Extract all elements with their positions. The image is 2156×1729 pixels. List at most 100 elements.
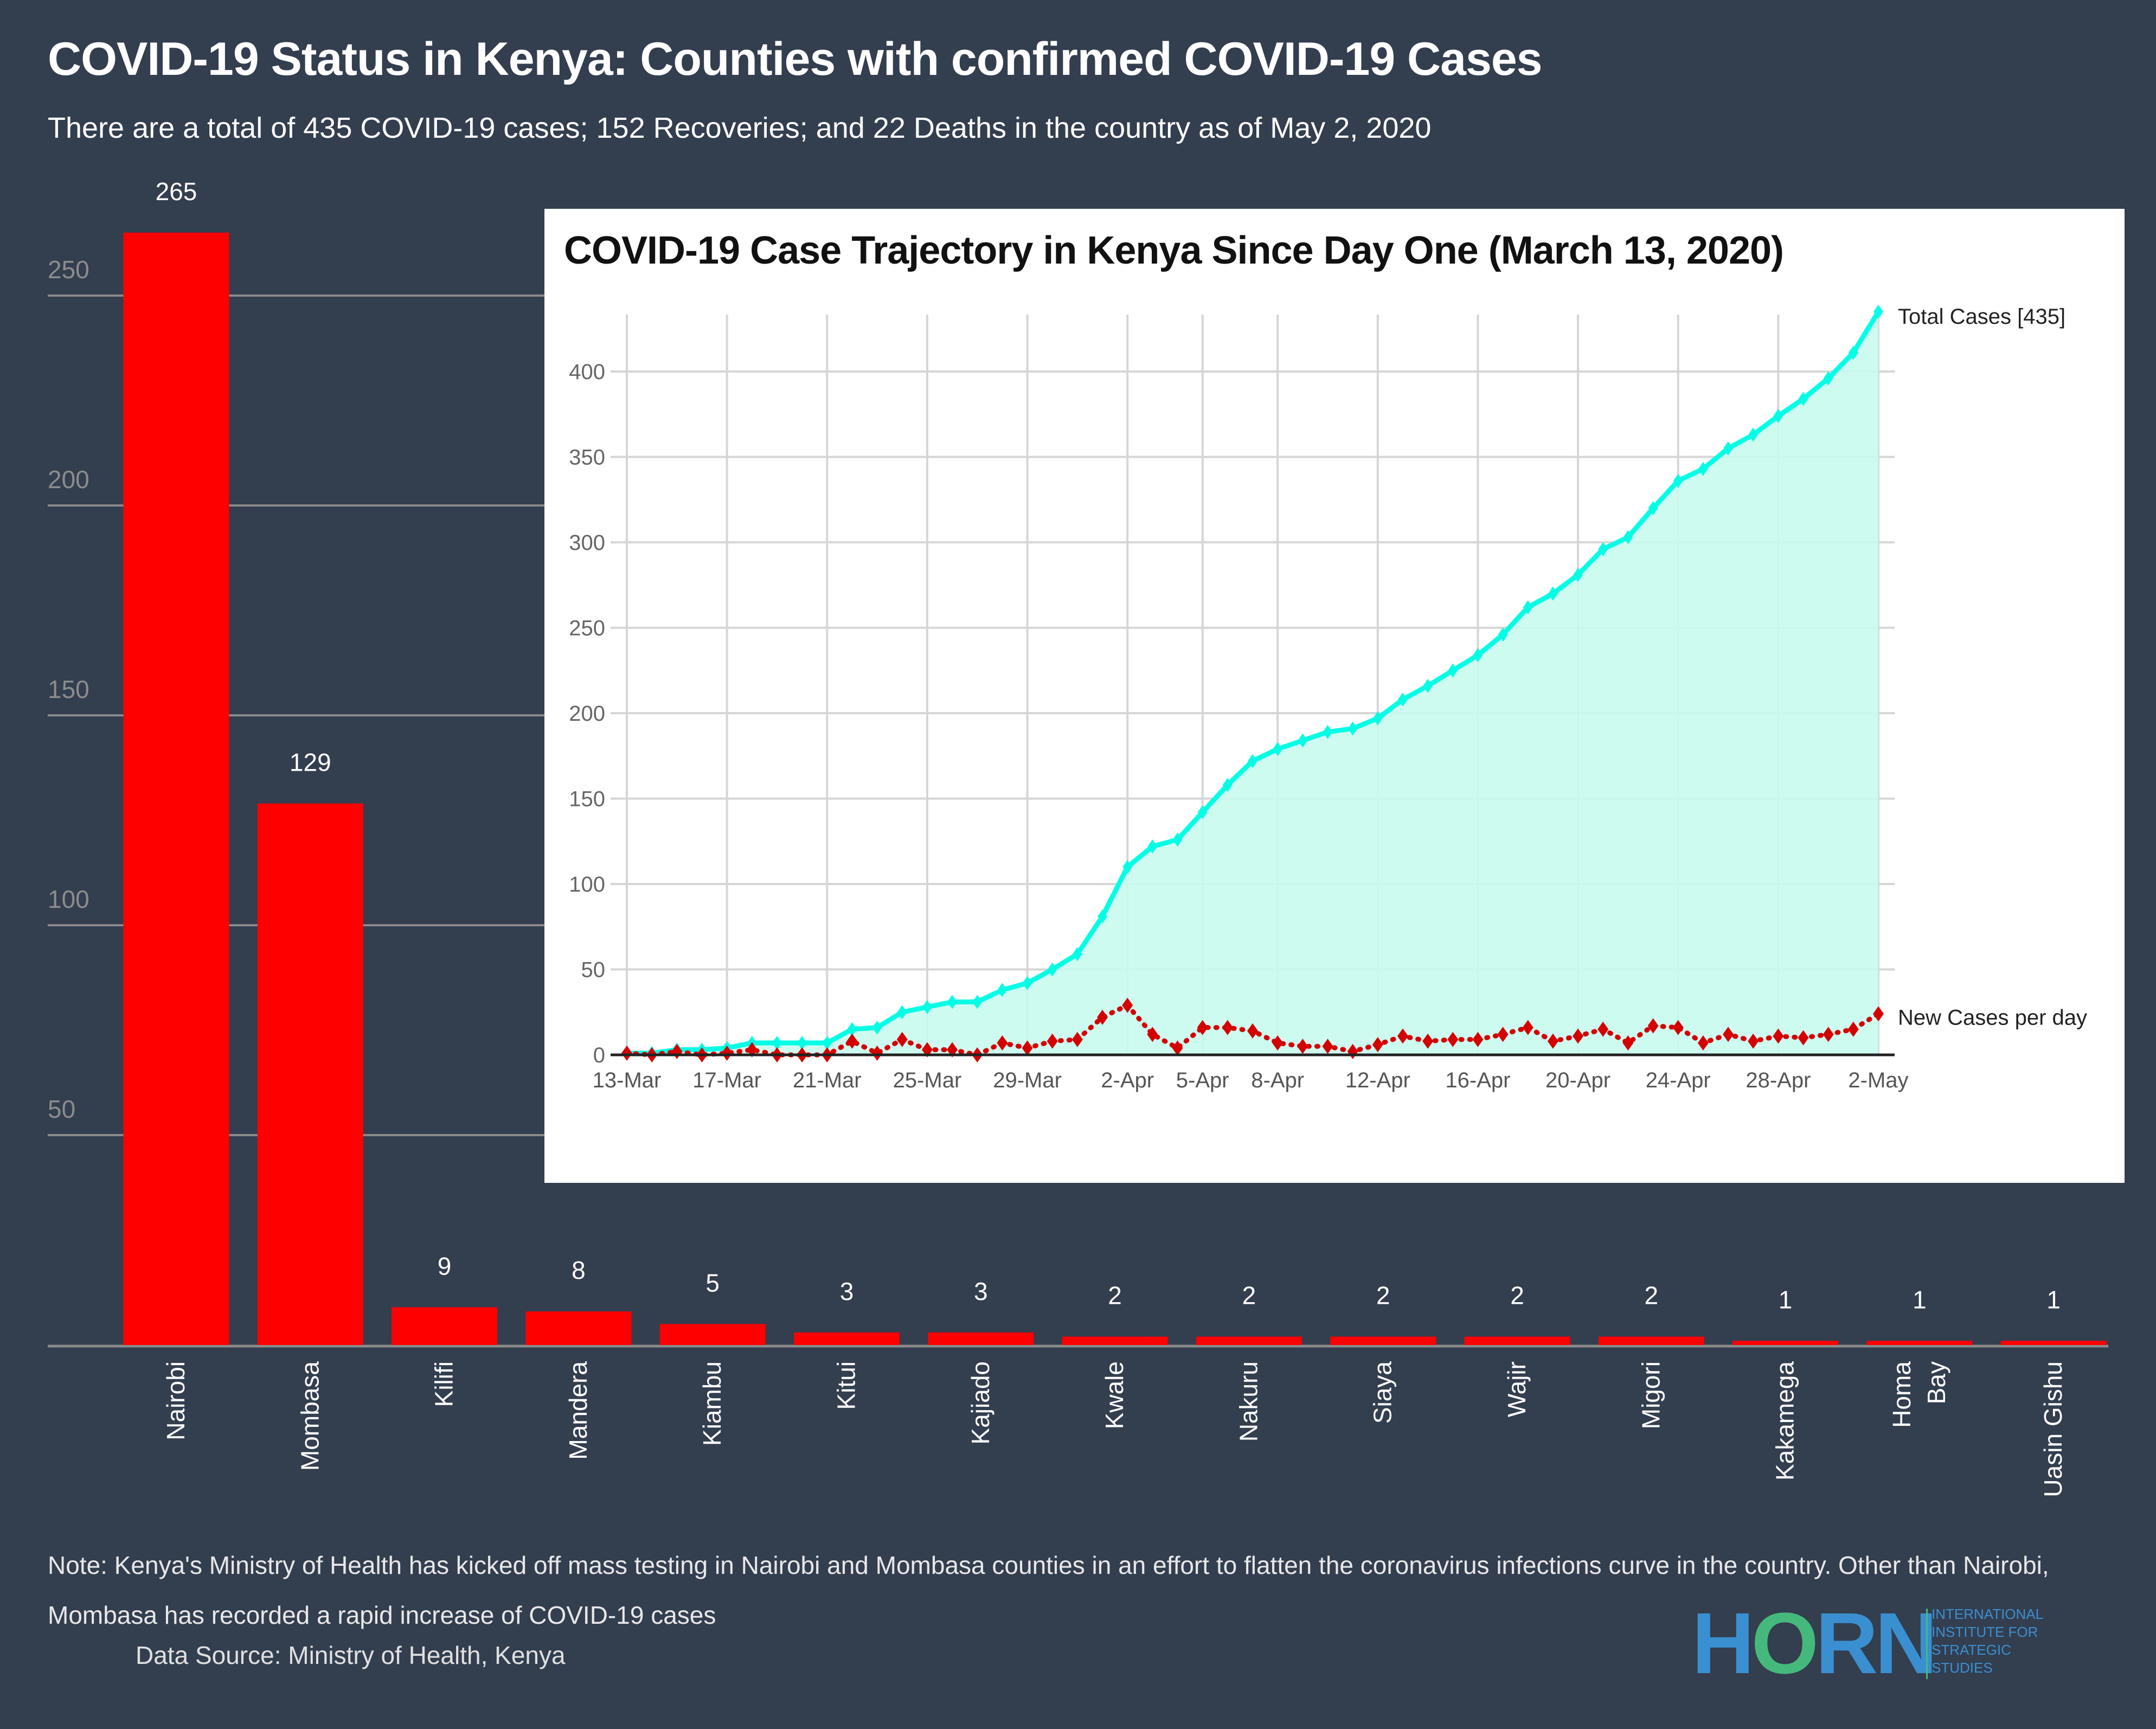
- bar-data-label: 3: [974, 1277, 988, 1305]
- line-x-tick-label: 21-Mar: [793, 1068, 862, 1092]
- bar: [659, 1324, 766, 1345]
- new-cases-point: [1647, 1018, 1659, 1034]
- total-cases-point: [1047, 962, 1057, 977]
- new-cases-point: [1272, 1035, 1284, 1051]
- logo-wordmark-rn: RN: [1815, 1594, 1937, 1692]
- bar-category-label: Kiambu: [698, 1361, 726, 1446]
- bar: [525, 1311, 632, 1345]
- new-cases-point: [1773, 1028, 1784, 1044]
- bar-data-label: 2: [1376, 1282, 1390, 1310]
- bar: [1866, 1341, 1973, 1345]
- bar-data-label: 2: [1510, 1282, 1524, 1310]
- line-y-tick-label: 200: [569, 702, 605, 726]
- new-cases-point: [1522, 1020, 1533, 1035]
- total-cases-point: [1248, 754, 1257, 769]
- total-cases-point: [1397, 692, 1408, 707]
- logo-wordmark-o: O: [1751, 1594, 1819, 1692]
- new-cases-point: [1748, 1033, 1759, 1049]
- trajectory-inset-panel: COVID-19 Case Trajectory in Kenya Since …: [544, 209, 2125, 1183]
- new-cases-point: [1697, 1035, 1709, 1051]
- new-cases-point: [1847, 1021, 1859, 1037]
- bar-category-label: Homa: [1888, 1361, 1916, 1428]
- main-title: COVID-19 Status in Kenya: Counties with …: [48, 33, 1542, 85]
- bar-y-tick-label: 150: [48, 675, 89, 703]
- line-y-tick-label: 250: [569, 617, 605, 641]
- total-cases-point: [822, 1035, 832, 1050]
- bar: [1464, 1336, 1570, 1345]
- total-cases-point: [1598, 542, 1608, 556]
- total-cases-point: [922, 1000, 932, 1014]
- new-cases-point: [896, 1032, 908, 1047]
- total-cases-area: [627, 311, 1878, 1055]
- new-cases-point: [1322, 1039, 1333, 1054]
- line-x-tick-label: 13-Mar: [593, 1068, 662, 1092]
- bar-category-label: Kajiado: [966, 1361, 994, 1444]
- subtitle: There are a total of 435 COVID-19 cases;…: [48, 112, 1432, 144]
- total-cases-point: [1423, 678, 1433, 693]
- line-y-tick-label: 150: [569, 787, 605, 811]
- total-cases-point: [1372, 711, 1383, 726]
- logo-line: STRATEGIC: [1932, 1642, 2011, 1658]
- logo-institute-name: INTERNATIONAL INSTITUTE FOR STRATEGIC ST…: [1932, 1605, 2043, 1677]
- total-cases-point: [1873, 304, 1883, 319]
- line-y-tick-label: 350: [569, 446, 605, 470]
- trajectory-title: COVID-19 Case Trajectory in Kenya Since …: [564, 229, 1784, 272]
- bar-y-tick-label: 250: [48, 255, 89, 284]
- total-cases-point: [872, 1020, 882, 1035]
- new-cases-point: [1873, 1006, 1884, 1022]
- new-cases-point: [1723, 1027, 1734, 1042]
- line-x-tick-label: 2-May: [1848, 1068, 1908, 1092]
- total-cases-point: [1498, 627, 1508, 642]
- bar-category-label: Migori: [1637, 1361, 1665, 1429]
- new-cases-point: [671, 1043, 683, 1059]
- bar-data-label: 1: [1779, 1285, 1793, 1314]
- line-axes: 0 50 100 150 200 250 300 350 400 13-Mar 17-Mar 21-M…: [569, 360, 1908, 1092]
- total-cases-point: [1748, 427, 1759, 442]
- new-cases-point: [621, 1045, 632, 1061]
- bar-category-label: Kilifi: [430, 1361, 458, 1407]
- bar: [392, 1307, 498, 1345]
- total-cases-point: [1273, 742, 1283, 757]
- bars: [123, 232, 2107, 1346]
- new-cases-label: New Cases per day: [1898, 1006, 2087, 1029]
- bar: [1733, 1341, 1839, 1345]
- bar-category-label: Kakamega: [1771, 1361, 1799, 1481]
- bar-data-label: 1: [2046, 1285, 2061, 1314]
- footnote: Note: Kenya's Ministry of Health has kic…: [48, 1551, 2049, 1629]
- bar-category-label: Kitui: [832, 1361, 861, 1410]
- bar: [257, 803, 363, 1345]
- bar-data-label: 2: [1242, 1282, 1256, 1310]
- total-cases-point: [1298, 733, 1308, 748]
- logo-line: STUDIES: [1932, 1660, 1993, 1676]
- total-cases-point: [1323, 725, 1333, 739]
- total-cases-area-fill: [627, 311, 1878, 1055]
- line-series-labels: Total Cases [435] New Cases per day: [1898, 305, 2087, 1030]
- total-cases-point: [1473, 648, 1483, 662]
- total-cases-point: [1222, 778, 1233, 792]
- bar: [1196, 1336, 1302, 1345]
- line-x-tick-label: 17-Mar: [692, 1068, 761, 1092]
- total-cases-point: [1022, 976, 1032, 990]
- bar-y-tick-label: 50: [48, 1095, 75, 1123]
- bar-data-label: 2: [1645, 1282, 1659, 1310]
- total-cases-point: [772, 1035, 782, 1050]
- total-cases-point: [1523, 600, 1533, 614]
- new-cases-point: [1422, 1033, 1434, 1049]
- line-x-tick-label: 5-Apr: [1176, 1068, 1229, 1092]
- total-cases-point: [1623, 530, 1633, 545]
- total-cases-point: [1648, 501, 1658, 515]
- new-cases-point: [1497, 1027, 1509, 1042]
- line-x-tick-label: 12-Apr: [1345, 1068, 1410, 1092]
- new-cases-point: [1247, 1023, 1258, 1039]
- line-x-tick-label: 29-Mar: [993, 1068, 1062, 1092]
- new-cases-point: [1147, 1027, 1158, 1042]
- total-cases-point: [1448, 663, 1458, 678]
- bar-category-label: Siaya: [1369, 1361, 1397, 1424]
- new-cases-point: [997, 1035, 1008, 1051]
- total-cases-point: [1723, 441, 1734, 456]
- total-cases-point: [947, 995, 958, 1009]
- new-cases-point: [1047, 1033, 1058, 1049]
- total-cases-point: [1573, 567, 1583, 582]
- total-cases-point: [1122, 860, 1133, 874]
- data-source: Data Source: Ministry of Health, Kenya: [136, 1641, 566, 1669]
